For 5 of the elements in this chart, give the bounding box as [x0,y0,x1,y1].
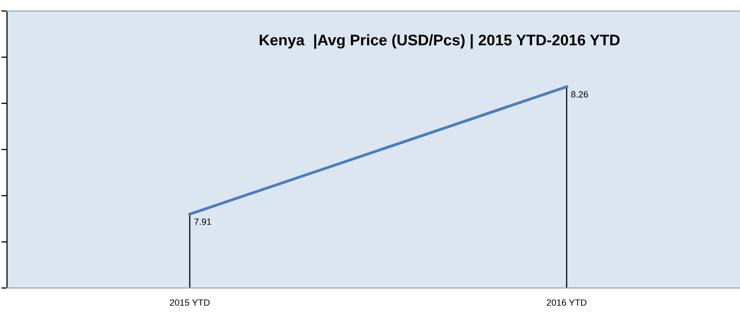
chart-title: Kenya |Avg Price (USD/Pcs) | 2015 YTD-2016 YTD [260,34,620,49]
x-tick-label: 2016 YTD [546,299,586,306]
x-tick-label: 2015 YTD [170,299,210,306]
data-label: 8.26 [571,91,588,98]
data-label: 7.91 [194,218,212,225]
